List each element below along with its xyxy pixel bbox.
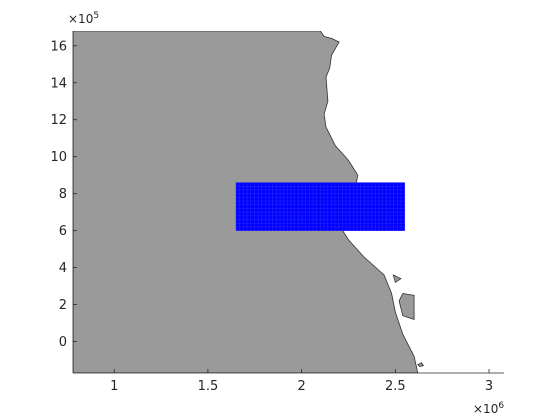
- island: [417, 362, 425, 367]
- x-scale-multiplier: ×106: [473, 401, 504, 416]
- island: [398, 293, 415, 320]
- plot-area: 1 1.5 2 2.5 3 0 2 4 6 8 10 12 14 16: [50, 31, 504, 394]
- y-tick-label: 14: [50, 76, 67, 91]
- y-axis: 0 2 4 6 8 10 12 14 16: [50, 39, 77, 350]
- islands: [392, 274, 425, 367]
- y-tick-label: 6: [59, 224, 67, 239]
- y-tick-label: 8: [59, 187, 67, 202]
- model-grid-region: [235, 182, 405, 231]
- y-tick-label: 12: [50, 113, 67, 128]
- y-tick-label: 2: [59, 298, 67, 313]
- y-tick-label: 4: [59, 261, 67, 276]
- x-tick-label: 2: [297, 379, 305, 394]
- y-tick-label: 0: [59, 335, 67, 350]
- x-axis: 1 1.5 2 2.5 3: [110, 369, 493, 394]
- x-tick-label: 3: [485, 379, 493, 394]
- x-tick-label: 2.5: [385, 379, 406, 394]
- y-scale-multiplier: ×105: [68, 11, 99, 26]
- y-tick-label: 16: [50, 39, 67, 54]
- axis-lines: [72, 31, 504, 374]
- x-tick-label: 1.5: [198, 379, 219, 394]
- x-tick-label: 1: [110, 379, 118, 394]
- island: [392, 274, 402, 284]
- y-tick-label: 10: [50, 150, 67, 165]
